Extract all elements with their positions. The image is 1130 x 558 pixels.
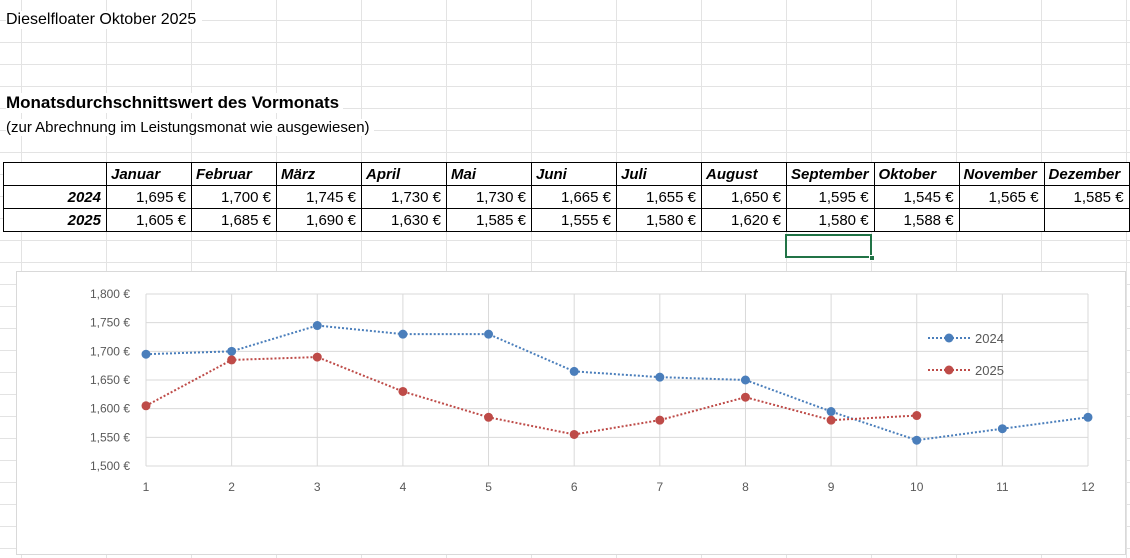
data-point-2024 xyxy=(655,372,665,382)
data-point-2024 xyxy=(227,346,237,356)
data-point-2024 xyxy=(997,424,1007,434)
price-cell[interactable]: 1,650 € xyxy=(701,185,787,209)
section-heading: Monatsdurchschnittswert des Vormonats xyxy=(6,93,344,113)
x-tick-label: 5 xyxy=(485,480,492,494)
data-point-2024 xyxy=(484,329,494,339)
month-header[interactable]: Januar xyxy=(106,162,192,186)
data-point-2024 xyxy=(569,366,579,376)
data-point-2025 xyxy=(312,352,322,362)
price-cell[interactable]: 1,730 € xyxy=(446,185,532,209)
price-cell[interactable]: 1,685 € xyxy=(191,208,277,232)
month-header[interactable]: Dezember xyxy=(1043,162,1130,186)
price-cell[interactable]: 1,620 € xyxy=(701,208,787,232)
price-cell[interactable]: 1,580 € xyxy=(616,208,702,232)
table-header-row: Januar Februar März April Mai Juni Juli … xyxy=(3,162,1130,186)
x-tick-label: 8 xyxy=(742,480,749,494)
table-corner-cell[interactable] xyxy=(3,162,107,186)
x-tick-label: 10 xyxy=(910,480,924,494)
month-header[interactable]: September xyxy=(786,162,875,186)
x-tick-label: 12 xyxy=(1081,480,1095,494)
data-point-2024 xyxy=(912,435,922,445)
month-header[interactable]: November xyxy=(958,162,1045,186)
price-cell[interactable]: 1,545 € xyxy=(873,185,960,209)
series-line-2024 xyxy=(145,324,1089,442)
data-point-2024 xyxy=(312,321,322,331)
y-tick-label: 1,550 € xyxy=(90,430,130,444)
data-point-2025 xyxy=(740,392,750,402)
data-point-2025 xyxy=(912,411,922,421)
x-tick-label: 11 xyxy=(996,480,1009,494)
x-tick-label: 9 xyxy=(828,480,835,494)
x-tick-label: 7 xyxy=(656,480,663,494)
data-point-2024 xyxy=(1083,412,1093,422)
x-tick-label: 2 xyxy=(228,480,235,494)
price-cell[interactable]: 1,730 € xyxy=(361,185,447,209)
price-cell[interactable]: 1,605 € xyxy=(106,208,192,232)
month-header[interactable]: März xyxy=(276,162,362,186)
month-header[interactable]: August xyxy=(701,162,787,186)
year-cell[interactable]: 2025 xyxy=(3,208,107,232)
table-row: 2025 1,605 € 1,685 € 1,690 € 1,630 € 1,5… xyxy=(3,208,1130,232)
data-point-2024 xyxy=(141,349,151,359)
price-cell[interactable]: 1,700 € xyxy=(191,185,277,209)
month-header[interactable]: Juli xyxy=(616,162,702,186)
data-point-2024 xyxy=(740,375,750,385)
price-cell[interactable]: 1,690 € xyxy=(276,208,362,232)
selected-cell[interactable] xyxy=(785,234,872,258)
data-point-2025 xyxy=(141,401,151,411)
price-cell[interactable]: 1,595 € xyxy=(786,185,875,209)
price-cell[interactable]: 1,665 € xyxy=(531,185,617,209)
month-header[interactable]: Februar xyxy=(191,162,277,186)
section-subheading: (zur Abrechnung im Leistungsmonat wie au… xyxy=(6,119,374,136)
month-header[interactable]: Oktober xyxy=(873,162,960,186)
price-cell[interactable] xyxy=(958,208,1045,232)
data-point-2024 xyxy=(398,329,408,339)
month-header[interactable]: Juni xyxy=(531,162,617,186)
y-tick-label: 1,500 € xyxy=(90,459,130,473)
price-cell[interactable]: 1,585 € xyxy=(1043,185,1130,209)
y-tick-label: 1,750 € xyxy=(90,316,130,330)
y-tick-label: 1,600 € xyxy=(90,402,130,416)
x-tick-label: 4 xyxy=(400,480,407,494)
x-tick-label: 3 xyxy=(314,480,321,494)
price-cell[interactable]: 1,565 € xyxy=(958,185,1045,209)
price-cell[interactable]: 1,695 € xyxy=(106,185,192,209)
price-cell[interactable]: 1,585 € xyxy=(446,208,532,232)
price-cell[interactable]: 1,655 € xyxy=(616,185,702,209)
legend-label-2024: 2024 xyxy=(975,331,1004,346)
price-cell[interactable] xyxy=(1043,208,1130,232)
x-tick-label: 1 xyxy=(143,480,150,494)
price-cell[interactable]: 1,580 € xyxy=(786,208,875,232)
price-table: Januar Februar März April Mai Juni Juli … xyxy=(3,162,1130,232)
legend-marker-2025 xyxy=(944,365,954,375)
price-cell[interactable]: 1,588 € xyxy=(873,208,960,232)
series-line-2025 xyxy=(145,356,917,436)
data-point-2025 xyxy=(569,429,579,439)
document-title: Dieselfloater Oktober 2025 xyxy=(6,11,203,29)
data-point-2025 xyxy=(227,355,237,365)
price-cell[interactable]: 1,630 € xyxy=(361,208,447,232)
line-chart[interactable]: 1,500 € 1,550 € 1,600 € 1,650 € 1,700 € 1,750… xyxy=(16,271,1126,555)
fill-handle[interactable] xyxy=(869,255,875,261)
table-row: 2024 1,695 € 1,700 € 1,745 € 1,730 € 1,7… xyxy=(3,185,1130,209)
price-cell[interactable]: 1,745 € xyxy=(276,185,362,209)
data-point-2024 xyxy=(826,407,836,417)
chart-canvas: 1,500 € 1,550 € 1,600 € 1,650 € 1,700 € 1,750… xyxy=(90,287,1095,494)
data-point-2025 xyxy=(655,415,665,425)
y-tick-label: 1,650 € xyxy=(90,373,130,387)
y-tick-label: 1,700 € xyxy=(90,344,130,358)
price-cell[interactable]: 1,555 € xyxy=(531,208,617,232)
month-header[interactable]: Mai xyxy=(446,162,532,186)
month-header[interactable]: April xyxy=(361,162,447,186)
legend-marker-2024 xyxy=(944,333,954,343)
data-point-2025 xyxy=(826,415,836,425)
data-point-2025 xyxy=(484,412,494,422)
year-cell[interactable]: 2024 xyxy=(3,185,107,209)
x-tick-label: 6 xyxy=(571,480,578,494)
legend-label-2025: 2025 xyxy=(975,363,1004,378)
data-point-2025 xyxy=(398,386,408,396)
y-tick-label: 1,800 € xyxy=(90,287,130,301)
